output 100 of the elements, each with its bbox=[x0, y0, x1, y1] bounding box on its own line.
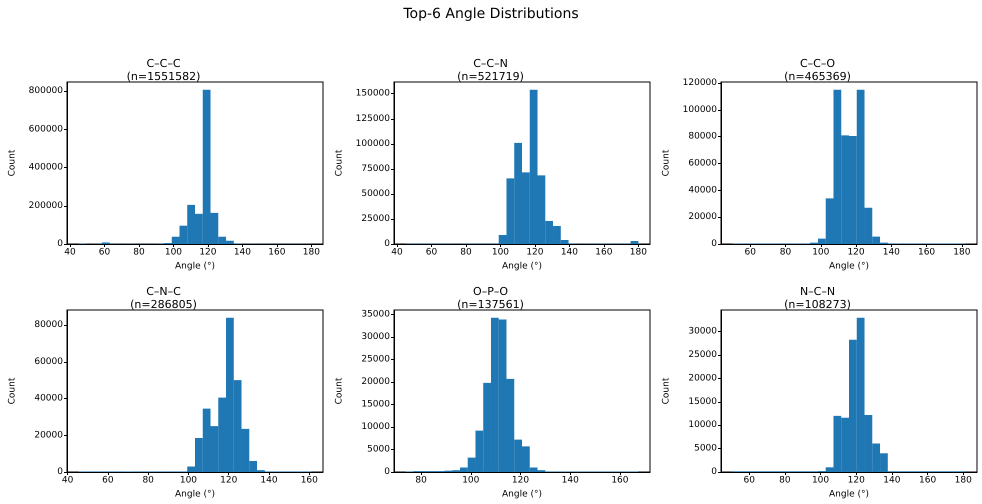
y-tick-label: 40000 bbox=[34, 394, 64, 404]
x-tick-label: 140 bbox=[560, 248, 578, 258]
y-tick-label: 35000 bbox=[361, 310, 390, 320]
x-tick-label: 180 bbox=[302, 248, 320, 258]
y-tick-label: 50000 bbox=[361, 188, 390, 199]
y-axis-title: Count bbox=[334, 377, 344, 404]
x-tick-label: 120 bbox=[526, 248, 544, 258]
y-axis-title: Count bbox=[8, 377, 18, 404]
x-tick-label: 80 bbox=[460, 248, 472, 258]
y-tick-label: 75000 bbox=[361, 164, 390, 174]
x-axis-title: Angle (°) bbox=[829, 489, 869, 500]
x-tick-label: 160 bbox=[918, 248, 936, 258]
y-tick-label: 100000 bbox=[682, 104, 718, 115]
x-axis-title: Angle (°) bbox=[829, 261, 869, 272]
chart-subtitle: (n=1551582) bbox=[126, 70, 200, 83]
x-tick-label: 60 bbox=[102, 476, 114, 486]
chart-subtitle: (n=108273) bbox=[784, 298, 851, 311]
y-tick-label: 150000 bbox=[356, 88, 390, 99]
y-tick-label: 15000 bbox=[361, 400, 390, 410]
x-tick-label: 40 bbox=[62, 476, 74, 486]
x-tick-label: 100 bbox=[164, 248, 182, 258]
y-tick-label: 0 bbox=[384, 467, 390, 477]
x-tick-label: 120 bbox=[199, 248, 217, 258]
y-tick-label: 0 bbox=[711, 239, 718, 249]
x-tick-label: 100 bbox=[812, 248, 830, 258]
y-tick-label: 200000 bbox=[28, 200, 64, 211]
y-tick-label: 5000 bbox=[367, 444, 390, 455]
x-axis-title: Angle (°) bbox=[502, 261, 542, 272]
x-tick-label: 80 bbox=[415, 476, 428, 486]
x-tick-label: 140 bbox=[882, 248, 900, 258]
x-tick-label: 60 bbox=[743, 476, 756, 486]
x-tick-label: 100 bbox=[812, 476, 830, 486]
y-axis-title: Count bbox=[8, 149, 18, 176]
chart-title: C–C–O bbox=[800, 57, 836, 70]
y-tick-label: 15000 bbox=[688, 396, 718, 407]
x-tick-label: 120 bbox=[512, 476, 530, 486]
y-tick-label: 25000 bbox=[361, 214, 390, 224]
y-axis-title: Count bbox=[334, 149, 344, 176]
text: Top-6 Angle Distributions bbox=[402, 6, 580, 22]
y-tick-label: 80000 bbox=[34, 320, 64, 330]
y-axis-title: Count bbox=[662, 377, 672, 404]
x-tick-label: 160 bbox=[611, 476, 629, 486]
chart-subtitle: (n=286805) bbox=[130, 298, 197, 311]
y-tick-label: 120000 bbox=[682, 78, 718, 88]
x-tick-label: 80 bbox=[780, 248, 792, 258]
chart-subtitle: (n=521719) bbox=[457, 70, 524, 83]
y-tick-label: 125000 bbox=[356, 114, 390, 124]
x-tick-label: 80 bbox=[779, 476, 791, 486]
chart-title: C–N–C bbox=[146, 285, 182, 298]
x-tick-label: 100 bbox=[492, 248, 510, 258]
x-tick-label: 140 bbox=[234, 248, 252, 258]
x-tick-label: 120 bbox=[848, 476, 866, 486]
x-tick-label: 180 bbox=[954, 476, 972, 486]
x-tick-label: 40 bbox=[64, 248, 76, 258]
y-tick-label: 0 bbox=[57, 467, 64, 477]
y-tick-label: 40000 bbox=[688, 185, 718, 196]
x-axis-title: Angle (°) bbox=[502, 489, 542, 500]
chart-title: C–C–C bbox=[146, 57, 181, 70]
x-tick-label: 180 bbox=[953, 248, 971, 258]
y-tick-label: 10000 bbox=[688, 420, 718, 430]
x-tick-label: 80 bbox=[142, 476, 154, 486]
x-tick-label: 160 bbox=[300, 476, 318, 486]
x-axis-title: Angle (°) bbox=[175, 489, 215, 500]
y-tick-label: 20000 bbox=[361, 377, 390, 388]
y-tick-label: 60000 bbox=[688, 158, 718, 169]
y-axis-title: Count bbox=[662, 149, 672, 176]
y-tick-label: 0 bbox=[711, 467, 718, 477]
y-tick-label: 20000 bbox=[34, 430, 64, 440]
y-tick-label: 0 bbox=[384, 239, 390, 249]
y-tick-label: 5000 bbox=[694, 444, 718, 454]
x-tick-label: 60 bbox=[744, 248, 756, 258]
x-tick-label: 60 bbox=[98, 248, 110, 258]
chart-title: O–P–O bbox=[473, 285, 508, 298]
chart-title: N–C–N bbox=[800, 285, 836, 298]
x-tick-label: 100 bbox=[462, 476, 480, 486]
x-axis-title: Angle (°) bbox=[175, 261, 215, 272]
y-tick-label: 80000 bbox=[688, 132, 718, 142]
y-tick-label: 30000 bbox=[688, 326, 718, 337]
y-tick-label: 60000 bbox=[34, 356, 64, 367]
y-tick-label: 0 bbox=[57, 239, 64, 249]
y-tick-label: 600000 bbox=[28, 124, 64, 134]
x-tick-label: 140 bbox=[562, 476, 580, 486]
x-tick-label: 160 bbox=[268, 248, 286, 258]
x-tick-label: 60 bbox=[426, 248, 438, 258]
y-tick-label: 400000 bbox=[28, 162, 64, 173]
x-tick-label: 140 bbox=[883, 476, 901, 486]
x-tick-label: 120 bbox=[847, 248, 865, 258]
chart-subtitle: (n=465369) bbox=[784, 70, 851, 83]
y-tick-label: 20000 bbox=[688, 373, 718, 384]
chart-subtitle: (n=137561) bbox=[457, 298, 524, 311]
y-tick-label: 800000 bbox=[28, 86, 64, 96]
y-tick-label: 30000 bbox=[361, 332, 390, 342]
x-tick-label: 140 bbox=[260, 476, 278, 486]
x-tick-label: 160 bbox=[595, 248, 613, 258]
x-tick-label: 80 bbox=[133, 248, 145, 258]
chart-title: C–C–N bbox=[473, 57, 508, 70]
y-tick-label: 20000 bbox=[688, 212, 718, 222]
y-tick-label: 10000 bbox=[361, 422, 390, 432]
x-tick-label: 180 bbox=[630, 248, 648, 258]
y-tick-label: 25000 bbox=[361, 354, 390, 365]
